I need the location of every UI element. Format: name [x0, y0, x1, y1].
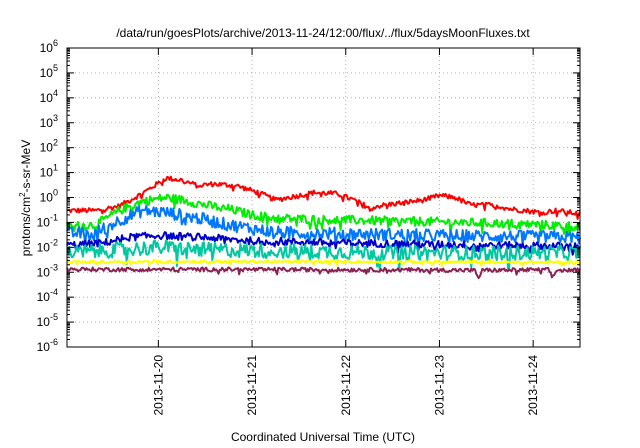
y-tick-base: 10	[40, 116, 54, 130]
y-tick-base: 10	[40, 66, 54, 80]
y-tick-label: 102	[40, 138, 58, 155]
series-line	[66, 193, 581, 238]
y-tick-base: 10	[37, 240, 51, 254]
y-tick-base: 10	[37, 215, 51, 229]
y-tick-base: 10	[40, 141, 54, 155]
chart-title: /data/run/goesPlots/archive/2013-11-24/1…	[116, 26, 530, 40]
y-tick-label: 104	[40, 88, 58, 105]
y-axis: 10610510410310210110010-110-210-310-410-…	[37, 38, 580, 354]
y-tick-exp: -3	[50, 262, 58, 272]
y-tick-base: 10	[40, 91, 54, 105]
y-tick-exp: -5	[50, 312, 58, 322]
y-tick-label: 103	[40, 113, 58, 130]
y-tick-base: 10	[37, 265, 51, 279]
y-axis-label-suffix: -s-sr-MeV	[19, 140, 33, 193]
y-tick-exp: -6	[50, 337, 58, 347]
y-tick-base: 10	[37, 290, 51, 304]
y-tick-exp: -1	[50, 212, 58, 222]
y-tick-exp: 1	[53, 163, 58, 173]
y-tick-exp: 2	[53, 138, 58, 148]
y-axis-label-prefix: protons/cm	[19, 197, 33, 256]
y-tick-base: 10	[40, 191, 54, 205]
grid-lines	[67, 47, 580, 348]
y-tick-label: 10-3	[37, 262, 58, 279]
series-line	[66, 175, 581, 220]
y-tick-label: 10-4	[37, 287, 58, 304]
y-tick-label: 101	[40, 163, 58, 180]
y-tick-exp: 4	[53, 88, 58, 98]
series-line	[66, 239, 581, 273]
y-tick-label: 100	[40, 188, 58, 205]
y-tick-exp: -4	[50, 287, 58, 297]
y-tick-base: 10	[40, 166, 54, 180]
x-tick-label: 2013-11-22	[339, 355, 353, 416]
series-line	[66, 231, 581, 256]
y-tick-exp: 5	[53, 63, 58, 73]
y-tick-exp: 6	[53, 38, 58, 48]
x-tick-label: 2013-11-21	[245, 355, 259, 416]
x-tick-label: 2013-11-20	[151, 355, 165, 416]
x-axis-label: Coordinated Universal Time (UTC)	[231, 430, 415, 444]
x-tick-label: 2013-11-23	[432, 355, 446, 416]
y-tick-label: 106	[40, 38, 58, 55]
y-tick-base: 10	[37, 315, 51, 329]
series-line	[66, 266, 581, 280]
y-tick-label: 10-6	[37, 337, 58, 354]
y-tick-base: 10	[40, 41, 54, 55]
x-tick-label: 2013-11-24	[526, 355, 540, 416]
y-tick-exp: -2	[50, 237, 58, 247]
series-line	[66, 204, 581, 251]
series-line	[66, 259, 581, 267]
y-axis-label: protons/cm2-s-sr-MeV	[18, 140, 33, 256]
y-tick-label: 10-5	[37, 312, 58, 329]
x-axis: 2013-11-20 2013-11-21 2013-11-22 2013-11-23…	[151, 48, 540, 416]
y-tick-exp: 0	[53, 188, 58, 198]
y-tick-label: 10-2	[37, 237, 58, 254]
y-axis-label-sup: 2	[18, 192, 27, 197]
y-tick-base: 10	[37, 340, 51, 354]
series-layer	[66, 175, 581, 280]
y-tick-label: 105	[40, 63, 58, 80]
y-tick-exp: 3	[53, 113, 58, 123]
y-tick-label: 10-1	[37, 212, 58, 229]
